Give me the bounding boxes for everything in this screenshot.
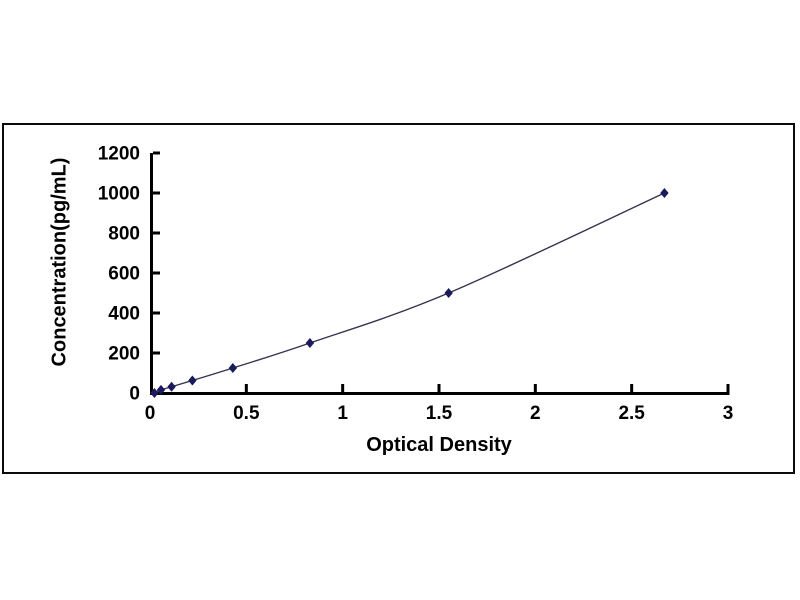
y-tick-label: 800 [108,224,140,245]
y-tick-label: 200 [108,344,140,365]
data-point-diamond [156,384,166,395]
x-tick-label: 0 [145,403,156,424]
x-tick-label: 2.5 [618,403,645,424]
x-tick-label: 2 [530,403,541,424]
curve-line [154,192,665,394]
data-point-diamond [167,381,176,392]
y-axis-title: Concentration(pg/mL) [48,157,71,367]
x-axis-title: Optical Density [366,434,512,456]
x-tick-label: 1 [337,403,348,424]
x-tick-label: 0.5 [233,403,260,424]
y-tick-label: 400 [108,304,140,325]
y-tick-label: 0 [129,384,140,405]
x-tick-label: 1.5 [426,403,453,424]
plot-frame [2,123,795,474]
data-point-diamond [150,388,159,398]
data-point-diamond [305,338,315,348]
data-point-diamond [188,375,197,386]
data-point-diamond [660,188,669,198]
data-point-diamond [228,363,238,373]
y-tick-label: 600 [108,264,140,285]
x-tick-label: 3 [723,403,734,424]
y-tick-label: 1000 [98,184,140,205]
y-tick-label: 1200 [98,144,140,165]
data-point-diamond [444,288,453,298]
